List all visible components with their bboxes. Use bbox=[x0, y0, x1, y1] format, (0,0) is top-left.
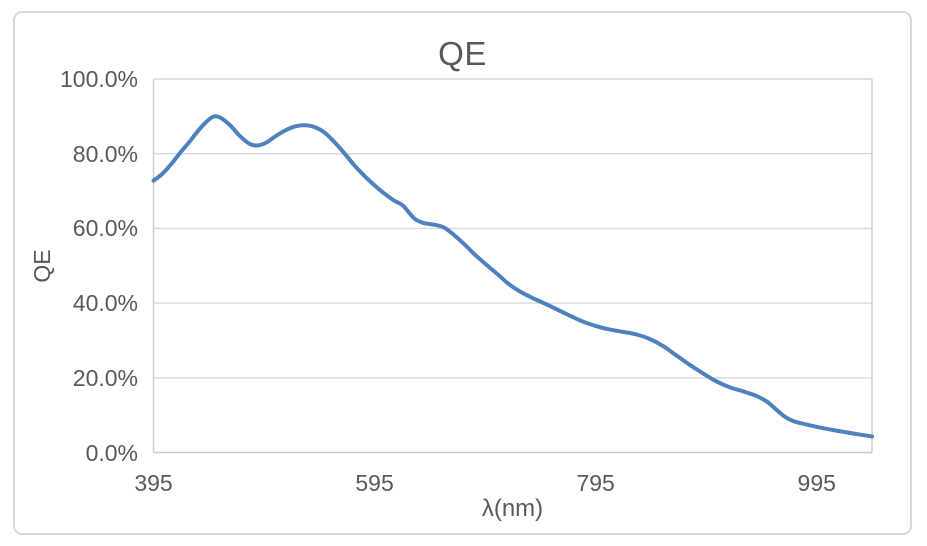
y-tick-label: 40.0% bbox=[72, 290, 138, 317]
y-tick-label: 0.0% bbox=[85, 439, 138, 466]
chart-frame bbox=[13, 11, 912, 535]
series-line bbox=[151, 114, 874, 439]
x-tick-label: 395 bbox=[134, 470, 173, 496]
x-axis-title: λ(nm) bbox=[481, 495, 544, 522]
x-tick-label: 595 bbox=[355, 470, 394, 496]
y-tick-label: 80.0% bbox=[72, 140, 138, 167]
x-tick-label: 795 bbox=[576, 470, 615, 496]
y-tick-label: 100.0% bbox=[59, 66, 138, 92]
y-tick-label: 20.0% bbox=[72, 364, 138, 391]
y-tick-label: 60.0% bbox=[72, 215, 138, 242]
chart-title: QE bbox=[438, 35, 487, 72]
x-tick-label: 995 bbox=[797, 470, 836, 496]
